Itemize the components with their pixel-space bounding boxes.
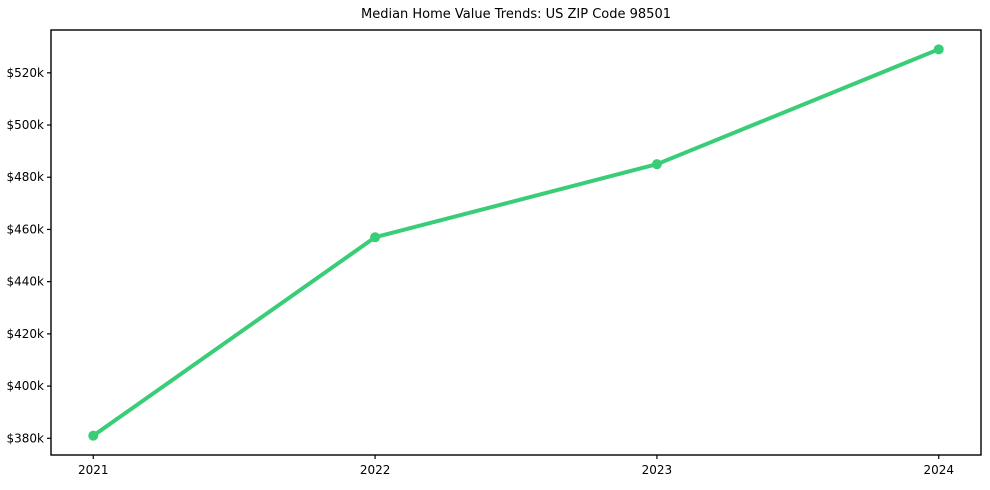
data-point-marker bbox=[933, 44, 944, 55]
trend-line bbox=[91, 47, 941, 438]
y-tick-label: $520k bbox=[7, 66, 45, 80]
x-tick-label: 2023 bbox=[642, 463, 673, 477]
chart-title: Median Home Value Trends: US ZIP Code 98… bbox=[360, 7, 671, 22]
y-tick-label: $380k bbox=[7, 431, 45, 445]
y-tick-label: $400k bbox=[7, 379, 45, 393]
series-median-home-value bbox=[88, 44, 944, 441]
x-tick-label: 2021 bbox=[78, 463, 109, 477]
data-point-marker bbox=[88, 430, 99, 441]
x-tick-label: 2022 bbox=[360, 463, 391, 477]
y-axis-ticks: $380k $400k $420k $440k $460k $480k $500k $520k bbox=[7, 66, 51, 445]
y-tick-label: $440k bbox=[7, 275, 45, 289]
x-axis-ticks: 2021 2022 2023 2024 bbox=[78, 455, 954, 477]
y-tick-label: $500k bbox=[7, 118, 45, 132]
plot-area-border bbox=[50, 29, 982, 456]
data-point-marker bbox=[370, 232, 381, 243]
y-tick-label: $420k bbox=[7, 327, 45, 341]
data-point-marker bbox=[651, 159, 662, 170]
x-tick-label: 2024 bbox=[923, 463, 954, 477]
y-tick-label: $480k bbox=[7, 170, 45, 184]
y-tick-label: $460k bbox=[7, 222, 45, 236]
